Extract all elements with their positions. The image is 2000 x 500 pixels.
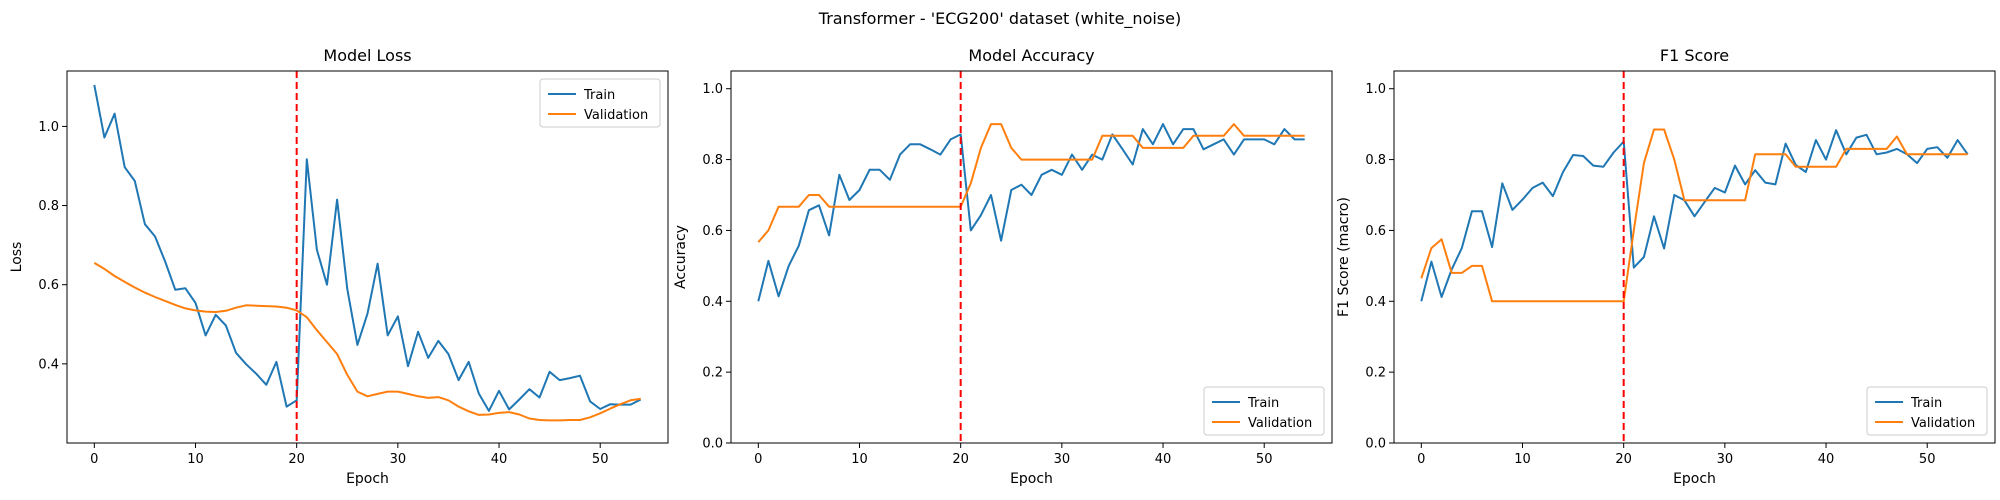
y-tick-label: 0.4 xyxy=(702,295,723,310)
legend: Train Validation xyxy=(1203,386,1325,436)
x-tick-label: 30 xyxy=(390,452,407,467)
legend-label-train: Train xyxy=(583,88,615,103)
series-line-validation xyxy=(757,123,1305,243)
chart-title: Model Loss xyxy=(323,46,411,65)
x-axis-label: Epoch xyxy=(346,471,389,487)
legend-label-validation: Validation xyxy=(1911,416,1975,431)
y-axis-label: Accuracy xyxy=(673,225,689,289)
x-tick-label: 50 xyxy=(1256,452,1273,467)
y-tick-label: 0.8 xyxy=(38,199,59,214)
x-tick-label: 0 xyxy=(90,452,98,467)
y-tick-label: 0.0 xyxy=(702,437,723,452)
legend-label-train: Train xyxy=(1247,396,1279,411)
x-tick-label: 30 xyxy=(1054,452,1071,467)
legend-label-validation: Validation xyxy=(1248,416,1312,431)
y-tick-label: 0.8 xyxy=(702,153,723,168)
series-line-validation xyxy=(1420,128,1968,303)
legend-label-train: Train xyxy=(1910,396,1942,411)
x-tick-label: 50 xyxy=(592,452,609,467)
y-tick-label: 1.0 xyxy=(702,82,723,97)
x-tick-label: 0 xyxy=(1417,452,1425,467)
chart-panel-2: Model Accuracy 0 10 20 30 40 50 0.0 0.2 0.4 0.6 0.8… xyxy=(673,46,1333,487)
x-tick-label: 30 xyxy=(1717,452,1734,467)
legend-label-validation: Validation xyxy=(584,108,648,123)
x-tick-label: 10 xyxy=(1514,452,1531,467)
x-tick-label: 20 xyxy=(952,452,969,467)
x-tick-label: 40 xyxy=(1818,452,1835,467)
y-tick-label: 1.0 xyxy=(1365,82,1386,97)
y-tick-label: 0.4 xyxy=(38,357,59,372)
x-axis-label: Epoch xyxy=(1673,471,1716,487)
chart-title: Model Accuracy xyxy=(968,46,1094,65)
figure-suptitle: Transformer - 'ECG200' dataset (white_no… xyxy=(818,9,1181,29)
x-tick-label: 40 xyxy=(1155,452,1172,467)
y-tick-label: 0.8 xyxy=(1365,153,1386,168)
series-line-validation xyxy=(93,262,641,422)
y-tick-label: 0.4 xyxy=(1365,295,1386,310)
y-tick-label: 0.0 xyxy=(1365,437,1386,452)
axes-frame xyxy=(66,70,669,444)
axes-frame xyxy=(1393,70,1996,444)
x-tick-label: 20 xyxy=(288,452,305,467)
y-axis-label: Loss xyxy=(9,242,25,273)
series-line-train xyxy=(757,123,1305,302)
series-line-train xyxy=(93,84,642,412)
chart-panel-1: Model Loss 0 10 20 30 40 50 0.4 0.6 0.8 1.0 Epoch Lo… xyxy=(9,46,669,487)
x-tick-label: 20 xyxy=(1615,452,1632,467)
y-tick-label: 0.6 xyxy=(38,278,59,293)
y-tick-label: 0.2 xyxy=(702,366,723,381)
chart-title: F1 Score xyxy=(1660,46,1729,65)
legend: Train Validation xyxy=(1866,386,1988,436)
x-axis-label: Epoch xyxy=(1010,471,1053,487)
legend: Train Validation xyxy=(539,78,661,128)
y-axis-label: F1 Score (macro) xyxy=(1336,197,1352,317)
x-tick-label: 10 xyxy=(187,452,204,467)
x-tick-label: 40 xyxy=(491,452,508,467)
y-tick-label: 0.6 xyxy=(702,224,723,239)
y-tick-label: 1.0 xyxy=(38,120,59,135)
series-line-train xyxy=(1420,129,1969,302)
axes-frame xyxy=(730,70,1333,444)
y-tick-label: 0.2 xyxy=(1365,366,1386,381)
x-tick-label: 0 xyxy=(754,452,762,467)
chart-panel-3: F1 Score 0 10 20 30 40 50 0.0 0.2 0.4 0.6 0.8 1.0 Epo… xyxy=(1336,46,1996,487)
x-tick-label: 10 xyxy=(851,452,868,467)
y-tick-label: 0.6 xyxy=(1365,224,1386,239)
x-tick-label: 50 xyxy=(1919,452,1936,467)
